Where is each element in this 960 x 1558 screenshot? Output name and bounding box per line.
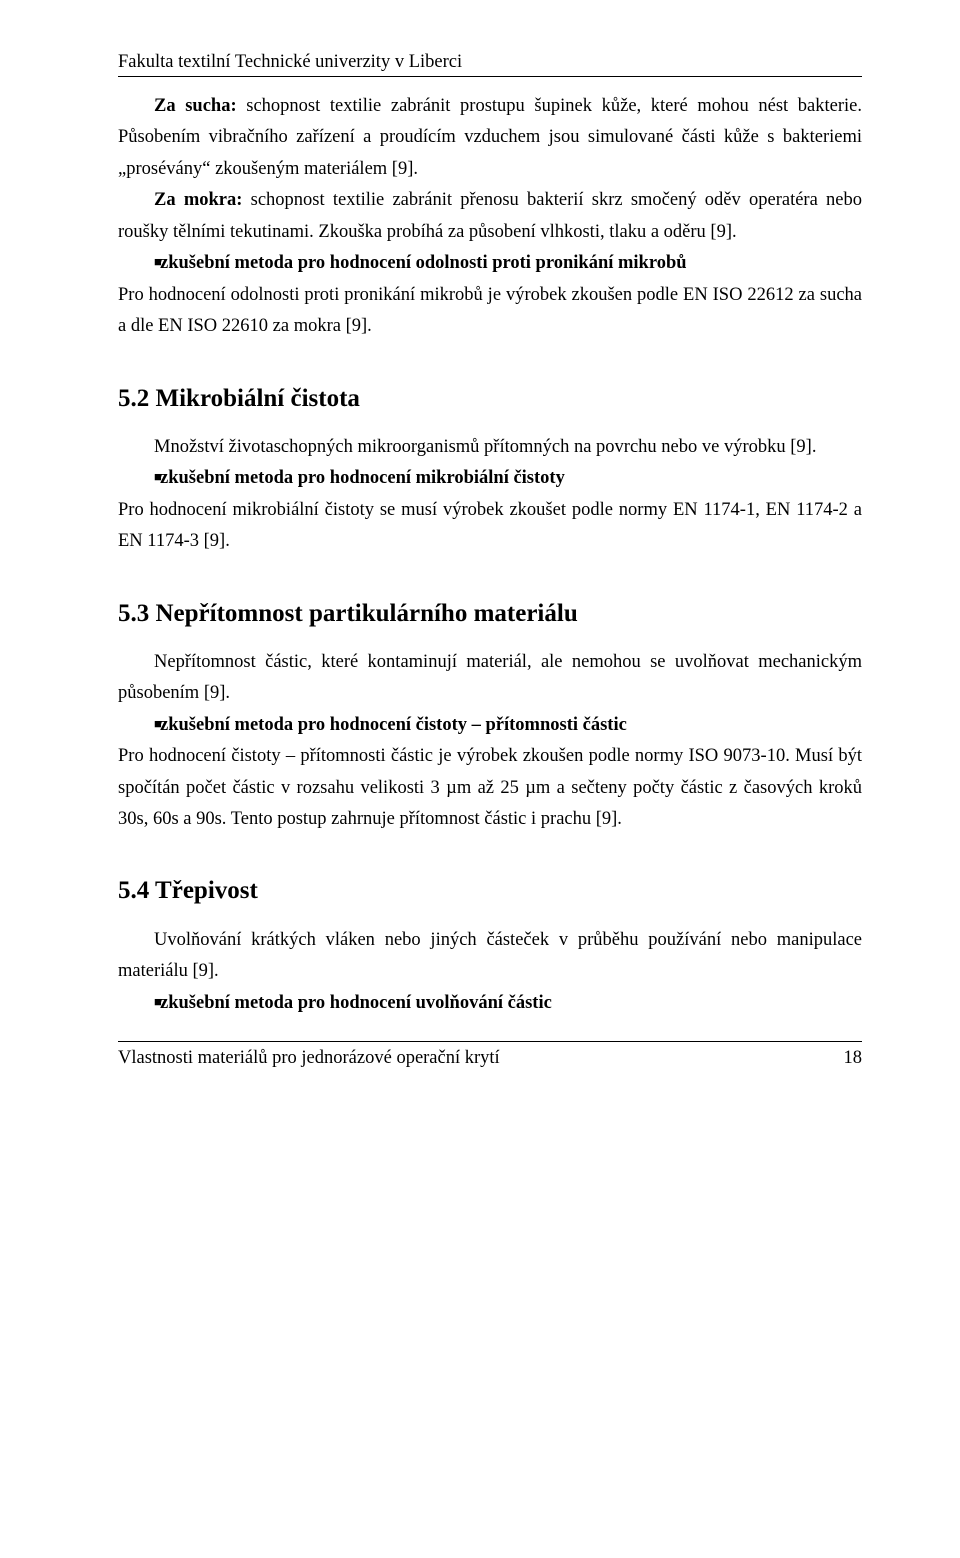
paragraph-5: Pro hodnocení mikrobiální čistoty se mus… xyxy=(118,495,862,558)
paragraph-za-sucha: Za sucha: schopnost textilie zabránit pr… xyxy=(118,91,862,185)
bullet-row-4: ■ zkušební metoda pro hodnocení uvolňová… xyxy=(118,988,862,1019)
bullet-text-3: zkušební metoda pro hodnocení čistoty – … xyxy=(154,710,862,741)
bullet-square-icon: ■ xyxy=(118,463,154,492)
paragraph-7: Pro hodnocení čistoty – přítomnosti část… xyxy=(118,741,862,835)
bullet-row-2: ■ zkušební metoda pro hodnocení mikrobiá… xyxy=(118,463,862,494)
page-footer: Vlastnosti materiálů pro jednorázové ope… xyxy=(118,1046,862,1070)
bullet-square-icon: ■ xyxy=(118,710,154,739)
paragraph-3: Pro hodnocení odolnosti proti pronikání … xyxy=(118,280,862,343)
heading-5-2: 5.2 Mikrobiální čistota xyxy=(118,383,862,414)
term-za-mokra: Za mokra: xyxy=(154,190,242,210)
paragraph-4: Množství životaschopných mikroorganismů … xyxy=(118,432,862,463)
page-number: 18 xyxy=(844,1046,863,1070)
bullet-text-2: zkušební metoda pro hodnocení mikrobiáln… xyxy=(154,463,862,494)
footer-title: Vlastnosti materiálů pro jednorázové ope… xyxy=(118,1046,500,1070)
paragraph-za-mokra: Za mokra: schopnost textilie zabránit př… xyxy=(118,185,862,248)
heading-5-4: 5.4 Třepivost xyxy=(118,875,862,906)
header-rule xyxy=(118,76,862,77)
footer-rule xyxy=(118,1041,862,1042)
bullet-square-icon: ■ xyxy=(118,248,154,277)
paragraph-8: Uvolňování krátkých vláken nebo jiných č… xyxy=(118,925,862,988)
heading-5-3: 5.3 Nepřítomnost partikulárního materiál… xyxy=(118,598,862,629)
term-za-sucha: Za sucha: xyxy=(154,96,237,116)
paragraph-6: Nepřítomnost částic, které kontaminují m… xyxy=(118,647,862,710)
bullet-row-3: ■ zkušební metoda pro hodnocení čistoty … xyxy=(118,710,862,741)
bullet-text-1: zkušební metoda pro hodnocení odolnosti … xyxy=(154,248,862,279)
bullet-square-icon: ■ xyxy=(118,988,154,1017)
bullet-row-1: ■ zkušební metoda pro hodnocení odolnost… xyxy=(118,248,862,279)
bullet-text-4: zkušební metoda pro hodnocení uvolňování… xyxy=(154,988,862,1019)
page-header: Fakulta textilní Technické univerzity v … xyxy=(118,50,862,74)
